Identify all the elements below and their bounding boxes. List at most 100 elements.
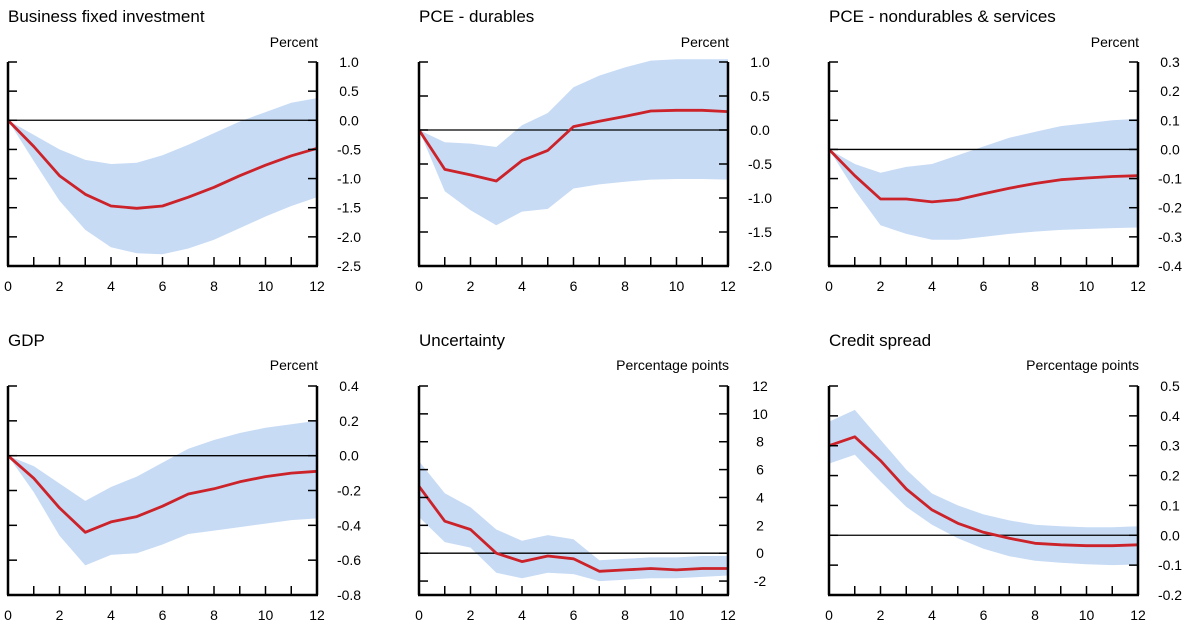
y-tick-label: 12 — [752, 378, 768, 394]
y-tick-label: 1.0 — [339, 54, 359, 70]
x-tick-label: 12 — [309, 607, 325, 623]
x-tick-label: 12 — [309, 278, 325, 294]
y-tick-label: 0 — [756, 545, 764, 561]
x-tick-label: 8 — [1031, 607, 1039, 623]
panel-title: Uncertainty — [419, 331, 505, 350]
y-tick-label: -0.2 — [1158, 587, 1182, 603]
estimate-line — [828, 148, 1139, 204]
panel-title: PCE - nondurables & services — [829, 7, 1056, 26]
y-tick-label: 0.2 — [339, 413, 359, 429]
estimate-line — [417, 108, 729, 183]
chart-panel: 0 2 4 6 8 10 12 1.0 0.5 0.0 -0.5 -1.0 -1.5 -2.0 -2.5 Bu… — [4, 7, 361, 294]
y-tick-label: -0.4 — [1158, 258, 1182, 274]
x-tick-label: 12 — [1130, 607, 1146, 623]
x-tick-label: 0 — [825, 607, 833, 623]
x-tick-label: 4 — [107, 278, 115, 294]
estimate-line — [7, 454, 318, 534]
confidence-band — [419, 461, 728, 582]
x-tick-label: 0 — [415, 607, 423, 623]
y-tick-label: -0.1 — [1158, 171, 1182, 187]
x-tick-label: 6 — [159, 607, 167, 623]
y-tick-label: 0.2 — [1160, 468, 1180, 484]
y-tick-label: 0.5 — [1160, 378, 1180, 394]
chart-panel: 0 2 4 6 8 10 12 12 10 8 6 4 2 0 -2 Uncertainty Percentag… — [415, 331, 768, 623]
estimate-line — [828, 435, 1139, 548]
x-tick-label: 10 — [258, 607, 274, 623]
x-tick-label: 10 — [1079, 278, 1095, 294]
panel-title: GDP — [8, 331, 45, 350]
x-tick-label: 0 — [825, 278, 833, 294]
y-tick-label: 0.5 — [339, 83, 359, 99]
y-tick-label: 0.0 — [339, 448, 359, 464]
y-tick-label: 6 — [756, 462, 764, 478]
y-tick-label: 0.5 — [750, 88, 770, 104]
x-tick-label: 8 — [210, 278, 218, 294]
confidence-band — [8, 98, 317, 255]
x-tick-label: 8 — [621, 607, 629, 623]
x-tick-label: 4 — [518, 607, 526, 623]
y-tick-label: -1.5 — [748, 224, 772, 240]
panel-title: PCE - durables — [419, 7, 534, 26]
panel-title: Business fixed investment — [8, 7, 205, 26]
y-tick-label: 10 — [752, 406, 768, 422]
panel-title: Credit spread — [829, 331, 931, 350]
y-tick-label: -0.6 — [337, 552, 361, 568]
x-tick-label: 10 — [669, 607, 685, 623]
x-tick-label: 12 — [720, 278, 736, 294]
confidence-band — [829, 409, 1138, 566]
y-tick-label: -1.0 — [337, 171, 361, 187]
y-tick-label: -2.0 — [337, 229, 361, 245]
y-tick-label: 4 — [756, 489, 764, 505]
unit-label: Percent — [1091, 34, 1139, 50]
y-tick-label: 1.0 — [750, 54, 770, 70]
y-tick-label: 0.4 — [1160, 408, 1180, 424]
unit-label: Percentage points — [616, 357, 729, 373]
x-tick-label: 8 — [621, 278, 629, 294]
y-tick-label: 0.1 — [1160, 112, 1180, 128]
y-tick-label: -0.2 — [1158, 200, 1182, 216]
x-tick-label: 6 — [159, 278, 167, 294]
y-tick-label: -0.8 — [337, 587, 361, 603]
y-tick-label: -2.0 — [748, 258, 772, 274]
x-tick-label: 2 — [56, 278, 64, 294]
confidence-band — [829, 118, 1138, 240]
y-tick-label: -0.5 — [337, 141, 361, 157]
y-tick-label: -0.1 — [1158, 557, 1182, 573]
x-tick-label: 0 — [4, 607, 12, 623]
unit-label: Percent — [681, 34, 729, 50]
chart-panel: 0 2 4 6 8 10 12 1.0 0.5 0.0 -0.5 -1.0 -1.5 -2.0 PCE - … — [415, 7, 772, 294]
x-tick-label: 10 — [1079, 607, 1095, 623]
x-tick-label: 2 — [56, 607, 64, 623]
y-tick-label: 0.3 — [1160, 54, 1180, 70]
y-tick-label: -2 — [754, 573, 767, 589]
chart-panel: 0 2 4 6 8 10 12 0.5 0.4 0.3 0.2 0.1 0.0 -0.1 -0.2 Credi… — [825, 331, 1182, 623]
confidence-band — [8, 420, 317, 566]
x-tick-label: 2 — [467, 607, 475, 623]
unit-label: Percent — [270, 357, 318, 373]
y-tick-label: -0.2 — [337, 483, 361, 499]
x-tick-label: 0 — [4, 278, 12, 294]
y-tick-label: 8 — [756, 434, 764, 450]
x-tick-label: 2 — [877, 278, 885, 294]
chart-panel: 0 2 4 6 8 10 12 0.3 0.2 0.1 0.0 -0.1 -0.2 -0.3 -0.4 PCE… — [825, 7, 1182, 294]
y-tick-label: 2 — [756, 517, 764, 533]
x-tick-label: 6 — [980, 607, 988, 623]
y-tick-label: -0.5 — [748, 156, 772, 172]
x-tick-label: 4 — [518, 278, 526, 294]
x-tick-label: 2 — [877, 607, 885, 623]
x-tick-label: 8 — [1031, 278, 1039, 294]
y-tick-label: -1.5 — [337, 200, 361, 216]
confidence-band — [419, 59, 728, 226]
x-tick-label: 4 — [928, 278, 936, 294]
y-tick-label: 0.1 — [1160, 497, 1180, 513]
x-tick-label: 8 — [210, 607, 218, 623]
x-tick-label: 12 — [720, 607, 736, 623]
y-tick-label: 0.0 — [750, 122, 770, 138]
y-tick-label: 0.0 — [1160, 527, 1180, 543]
x-tick-label: 2 — [467, 278, 475, 294]
y-tick-label: -0.4 — [337, 517, 361, 533]
x-tick-label: 4 — [928, 607, 936, 623]
unit-label: Percentage points — [1026, 357, 1139, 373]
y-tick-label: 0.4 — [339, 378, 359, 394]
x-tick-label: 10 — [258, 278, 274, 294]
